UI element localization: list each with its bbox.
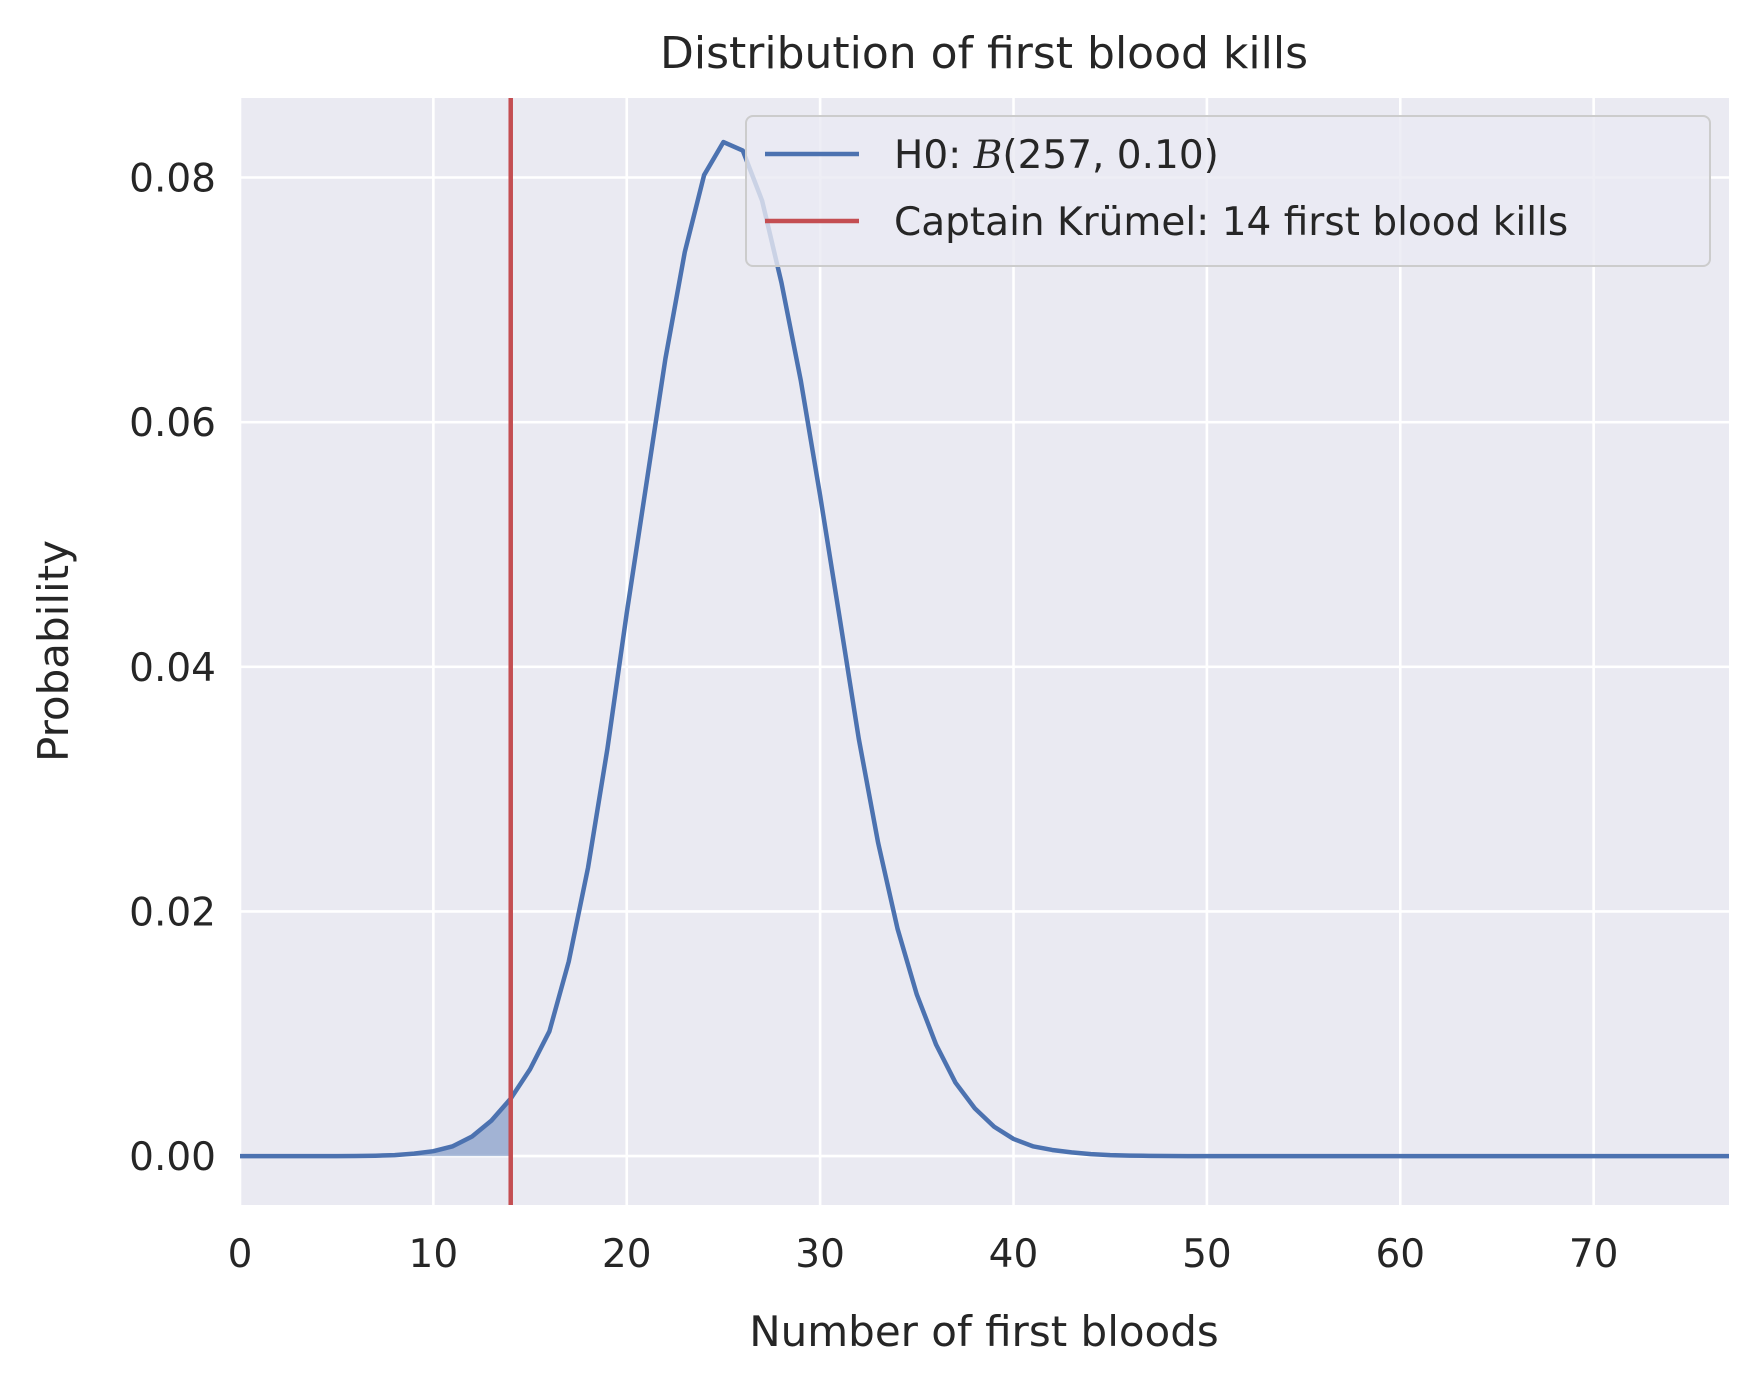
x-tick-label: 20 [602, 1232, 652, 1277]
chart-title: Distribution of first blood kills [660, 28, 1308, 79]
legend-vline-label: Captain Krümel: 14 first blood kills [894, 200, 1568, 245]
legend-h0-suffix: (257, 0.10) [1002, 133, 1219, 178]
y-axis-label: Probability [29, 540, 78, 762]
shaded-tail [240, 1098, 511, 1157]
shaded-area [240, 1098, 511, 1157]
legend-h0-math: B [973, 133, 1003, 178]
y-tick-label: 0.06 [129, 401, 216, 446]
x-tick-label: 60 [1375, 1232, 1425, 1277]
plot-area [240, 98, 1729, 1205]
y-tick-label: 0.04 [129, 646, 216, 691]
x-tick-label: 10 [409, 1232, 459, 1277]
x-axis-label: Number of first bloods [749, 1307, 1219, 1356]
x-tick-label: 0 [228, 1232, 253, 1277]
y-tick-label: 0.02 [129, 890, 216, 935]
x-tick-label: 50 [1182, 1232, 1232, 1277]
x-tick-label: 30 [795, 1232, 845, 1277]
legend-box [745, 115, 1711, 267]
x-tick-label: 70 [1569, 1232, 1619, 1277]
legend: H0: B(257, 0.10) Captain Krümel: 14 firs… [745, 115, 1711, 267]
y-tick-label: 0.08 [129, 157, 216, 202]
legend-h0-label: H0: B(257, 0.10) [894, 133, 1219, 178]
series-layer [239, 139, 1730, 1159]
grid-lines [238, 98, 1729, 1205]
series-line-h0 [240, 139, 1729, 1159]
y-tick-label: 0.00 [129, 1135, 216, 1180]
y-tick-labels: 0.00 0.02 0.04 0.06 0.08 [129, 157, 216, 1181]
legend-h0-prefix: H0: [894, 133, 974, 178]
x-tick-labels: 0 10 20 30 40 50 60 70 [228, 1232, 1619, 1277]
x-tick-label: 40 [989, 1232, 1039, 1277]
